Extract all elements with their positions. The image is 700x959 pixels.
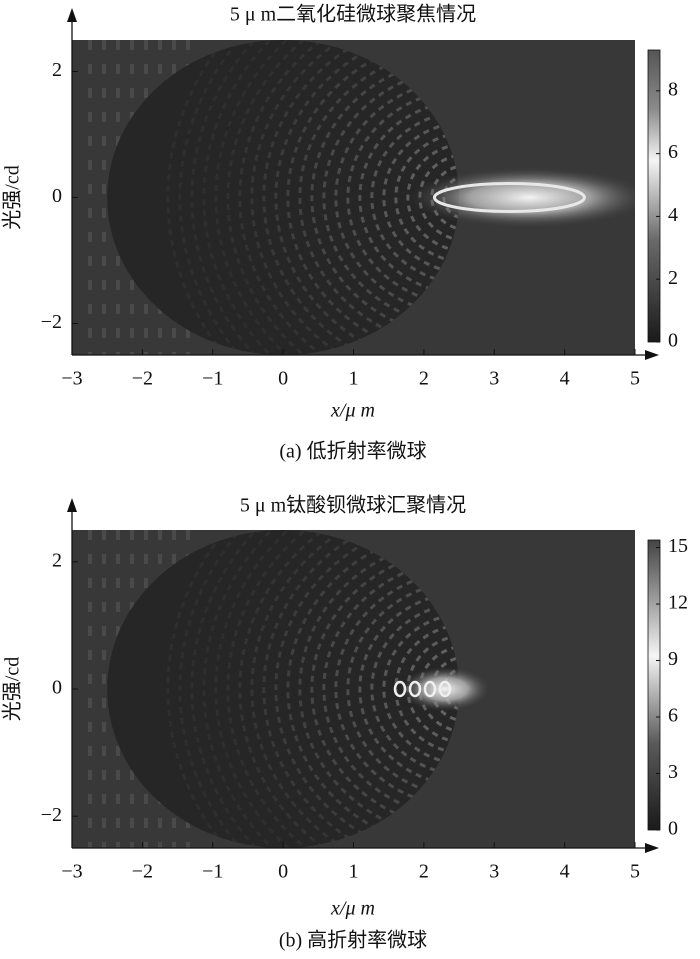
ring bbox=[178, 530, 460, 848]
ring bbox=[406, 142, 460, 253]
ring bbox=[358, 590, 460, 788]
ring bbox=[322, 66, 460, 329]
ring bbox=[226, 40, 460, 355]
ring bbox=[322, 557, 460, 821]
x-axis-arrow bbox=[645, 350, 659, 360]
y-tick-label: −2 bbox=[41, 804, 62, 826]
x-tick-label: 2 bbox=[419, 368, 429, 390]
x-tick-label: 5 bbox=[630, 861, 640, 883]
heatmap-panel bbox=[72, 530, 635, 848]
y-tick-label: 0 bbox=[52, 185, 62, 207]
colorbar bbox=[647, 49, 661, 343]
ring bbox=[310, 547, 460, 831]
x-axis-label: x/μ m bbox=[330, 898, 375, 920]
colorbar-tick-label: 12 bbox=[668, 592, 688, 614]
y-tick-label: 2 bbox=[52, 549, 62, 571]
field bbox=[72, 40, 635, 355]
colorbar-tick-label: 0 bbox=[668, 330, 678, 352]
caption: (a) 低折射率微球 bbox=[279, 440, 426, 463]
colorbar-tick-label: 0 bbox=[668, 818, 678, 840]
colorbar-tick-label: 6 bbox=[668, 141, 678, 163]
x-tick-label: −2 bbox=[132, 368, 153, 390]
chart-title: 5 μ m钛酸钡微球汇聚情况 bbox=[240, 494, 466, 517]
focus-ring bbox=[408, 680, 422, 698]
colorbar-tick-label: 8 bbox=[668, 78, 678, 100]
y-tick-label: −2 bbox=[41, 311, 62, 333]
x-axis-label: x/μ m bbox=[330, 400, 375, 422]
x-tick-label: −1 bbox=[202, 861, 223, 883]
x-axis-arrow bbox=[645, 843, 659, 853]
focus-ring bbox=[393, 680, 407, 698]
field bbox=[72, 530, 635, 848]
colorbar-tick-label: 2 bbox=[668, 267, 678, 289]
ring bbox=[262, 40, 460, 355]
y-axis-label: 光强/cd bbox=[1, 657, 24, 721]
x-tick-label: 4 bbox=[560, 861, 570, 883]
heatmap-panel bbox=[72, 40, 635, 355]
y-axis-label: 光强/cd bbox=[1, 165, 24, 229]
ring bbox=[178, 40, 460, 355]
colorbar-tick-label: 3 bbox=[668, 761, 678, 783]
x-tick-label: 2 bbox=[419, 861, 429, 883]
x-tick-label: 3 bbox=[489, 368, 499, 390]
ring bbox=[358, 98, 460, 297]
ring bbox=[370, 109, 460, 286]
ring bbox=[274, 40, 460, 355]
ring bbox=[274, 530, 460, 848]
y-tick-label: 0 bbox=[52, 677, 62, 699]
y-axis-arrow bbox=[67, 498, 77, 512]
x-tick-label: −3 bbox=[61, 368, 82, 390]
ring bbox=[226, 530, 460, 848]
ring bbox=[214, 530, 460, 848]
ring bbox=[370, 601, 460, 777]
caption: (b) 高折射率微球 bbox=[279, 929, 427, 952]
ring bbox=[394, 131, 460, 264]
x-tick-label: −2 bbox=[132, 861, 153, 883]
ring bbox=[166, 530, 460, 848]
x-tick-label: 0 bbox=[278, 861, 288, 883]
colorbar-tick-label: 4 bbox=[668, 204, 678, 226]
x-tick-label: 0 bbox=[278, 368, 288, 390]
x-tick-label: 4 bbox=[560, 368, 570, 390]
ring bbox=[166, 40, 460, 355]
y-tick-label: 2 bbox=[52, 59, 62, 81]
x-tick-label: 5 bbox=[630, 368, 640, 390]
x-tick-label: −1 bbox=[202, 368, 223, 390]
focus-ring bbox=[423, 680, 437, 698]
focus-glow bbox=[399, 667, 490, 711]
sphere bbox=[107, 40, 460, 355]
x-tick-label: 1 bbox=[349, 368, 359, 390]
colorbar-tick-label: 6 bbox=[668, 705, 678, 727]
focus-ring bbox=[432, 182, 586, 213]
ring bbox=[262, 530, 460, 848]
colorbar-tick-label: 15 bbox=[668, 535, 688, 557]
y-axis-arrow bbox=[67, 8, 77, 22]
colorbar bbox=[647, 539, 661, 831]
ring bbox=[214, 40, 460, 355]
chart-title: 5 μ m二氧化硅微球聚焦情况 bbox=[230, 3, 476, 26]
x-tick-label: 3 bbox=[489, 861, 499, 883]
x-tick-label: 1 bbox=[349, 861, 359, 883]
sphere bbox=[107, 530, 460, 848]
focus-ring bbox=[438, 680, 452, 698]
x-tick-label: −3 bbox=[61, 861, 82, 883]
ring bbox=[310, 55, 460, 340]
focus-glow bbox=[409, 167, 635, 228]
colorbar-tick-label: 9 bbox=[668, 648, 678, 670]
